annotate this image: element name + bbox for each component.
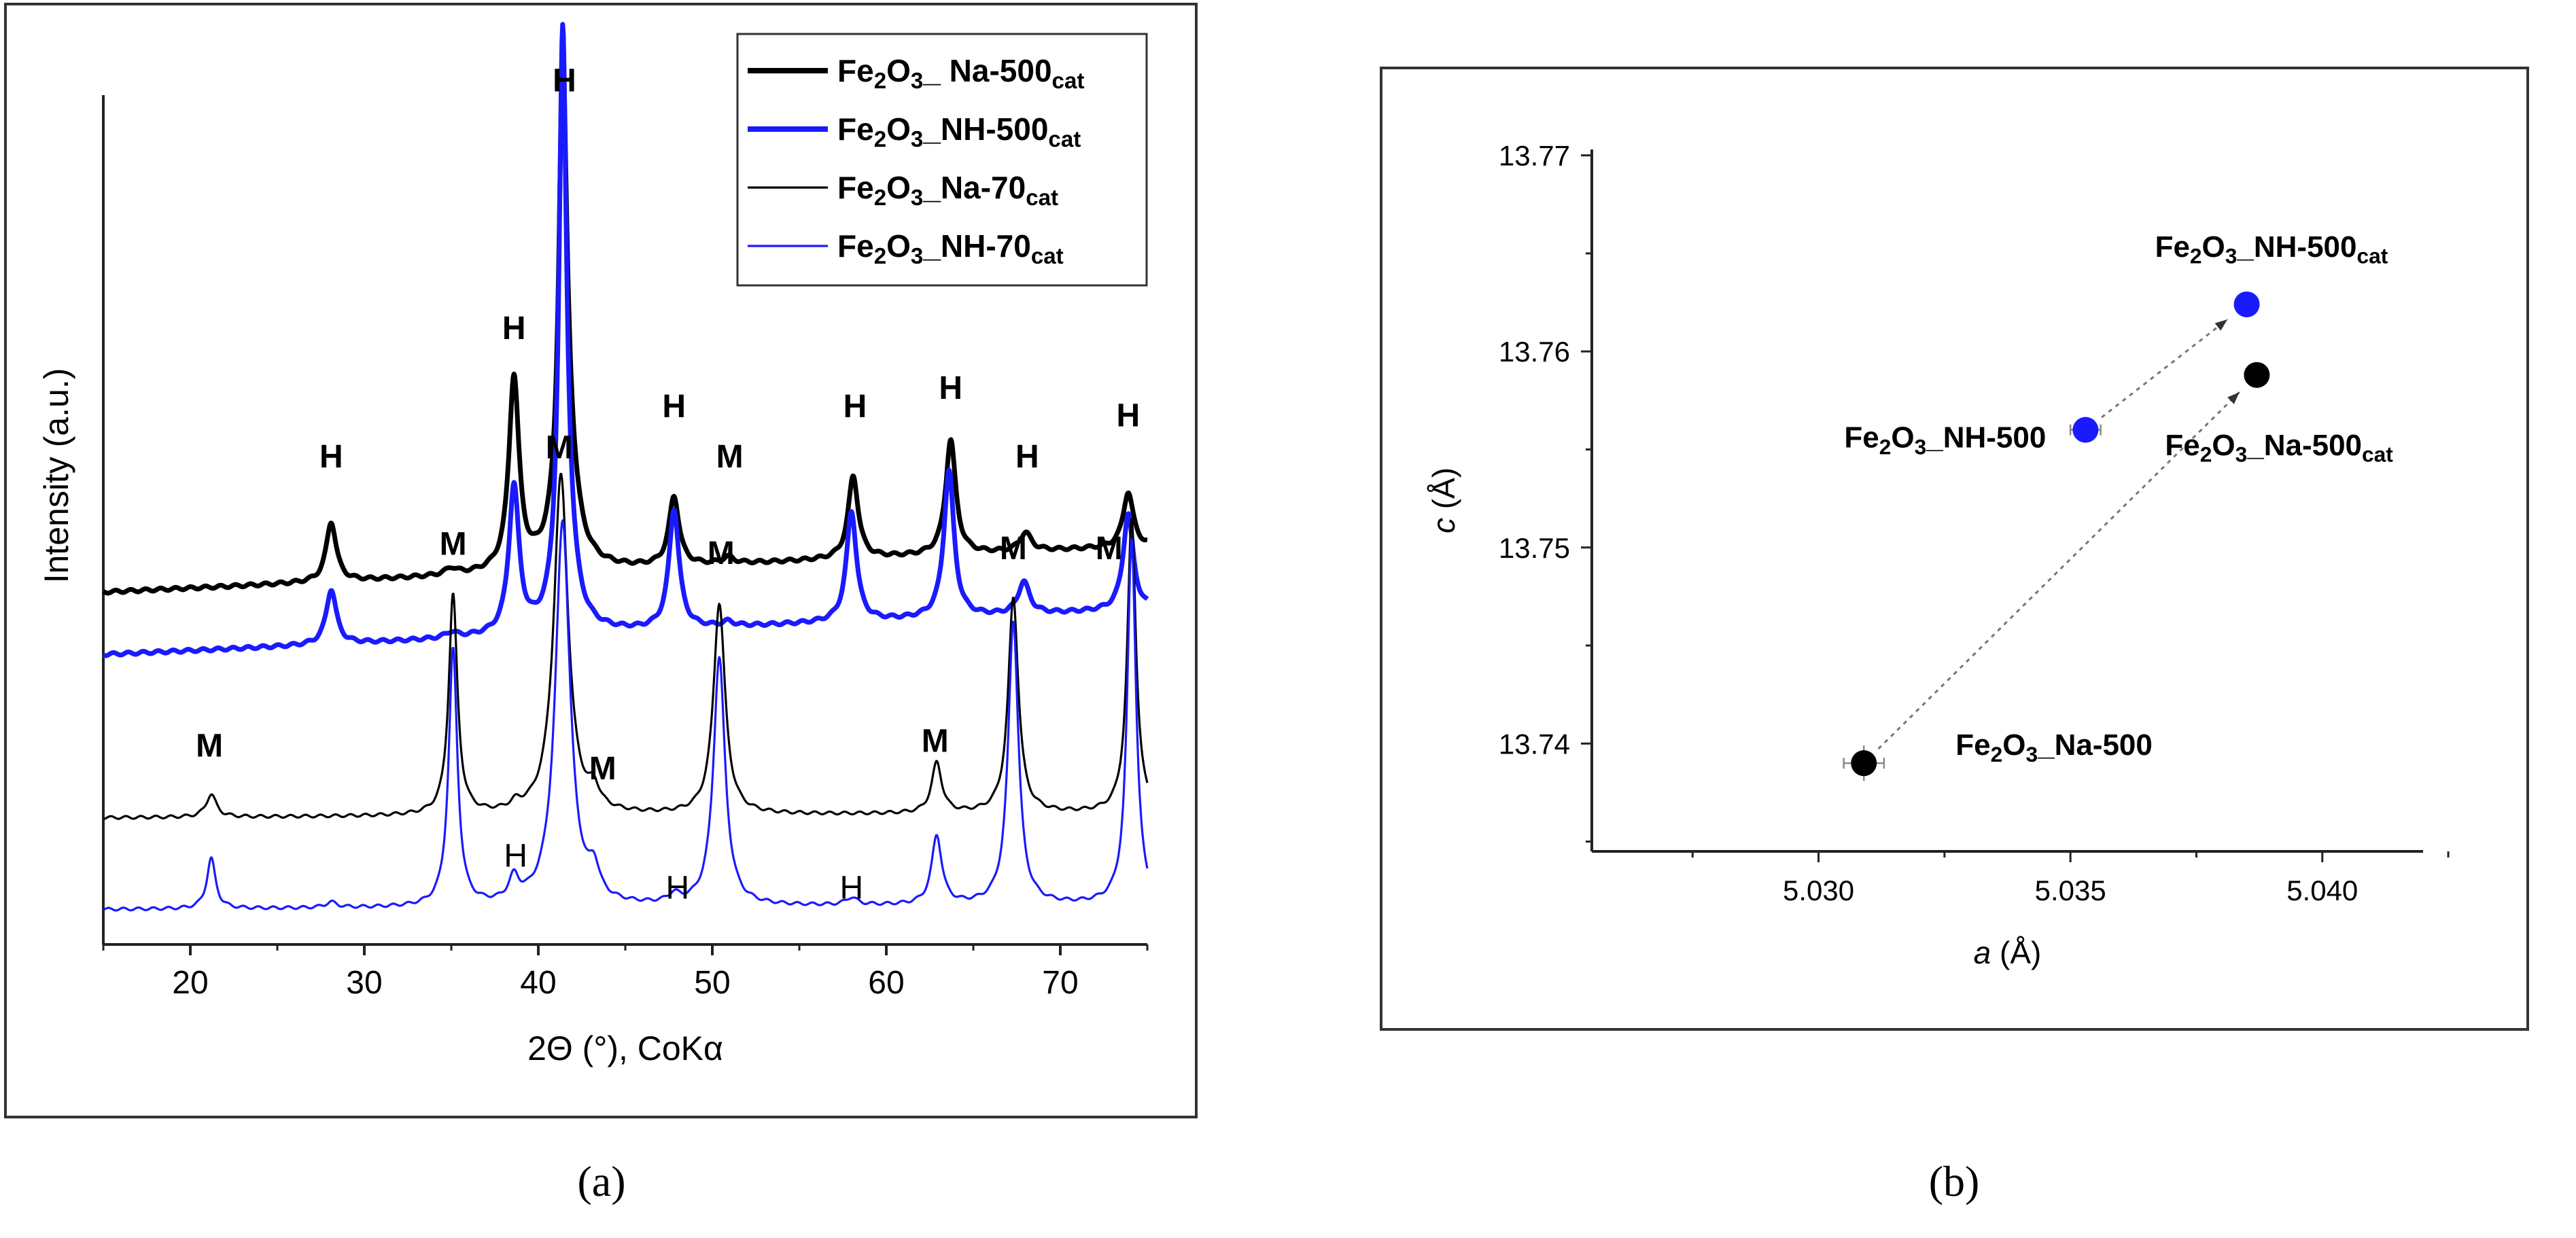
hematite-peak-label: H bbox=[665, 870, 689, 906]
hematite-peak-label: H bbox=[319, 439, 343, 475]
lattice-x-tick-label: 5.035 bbox=[2035, 874, 2106, 906]
lattice-point-label: Fe2O3_NH-500cat bbox=[2155, 230, 2388, 268]
lattice-plot-area: 5.030 5.035 5.040 13.74 13.75 13.76 13.77 Fe2O3… bbox=[1499, 140, 2450, 906]
magnetite-peak-label: M bbox=[922, 724, 949, 760]
lattice-y-tick-label: 13.76 bbox=[1499, 336, 1570, 368]
magnetite-peak-label: M bbox=[1000, 531, 1027, 567]
xrd-x-axis-label: 2Θ (°), CoKα bbox=[527, 1029, 723, 1067]
magnetite-peak-label: M bbox=[440, 526, 467, 562]
magnetite-peak-label: M bbox=[589, 751, 616, 787]
lattice-data-point bbox=[2244, 361, 2270, 388]
lattice-guide-arrowhead bbox=[2227, 392, 2240, 404]
lattice-y-axis-label: c (Å) bbox=[1426, 467, 1461, 533]
hematite-peak-label: H bbox=[1015, 439, 1039, 475]
hematite-peak-label: H bbox=[502, 311, 526, 347]
lattice-point-label: Fe2O3_Na-500 bbox=[1955, 728, 2153, 766]
xrd-series-4 bbox=[103, 519, 1149, 912]
lattice-y-tick-label: 13.75 bbox=[1499, 532, 1570, 564]
xrd-legend-entry: Fe2O3_NH-70cat bbox=[837, 228, 1064, 269]
lattice-data-point bbox=[2233, 291, 2260, 317]
magnetite-peak-label: M bbox=[1096, 531, 1123, 567]
lattice-x-tick-label: 5.040 bbox=[2286, 874, 2358, 906]
hematite-peak-label: H bbox=[843, 389, 867, 425]
xrd-x-tick-label: 30 bbox=[346, 965, 382, 1001]
lattice-x-tick-label: 5.030 bbox=[1783, 874, 1854, 906]
lattice-point-label: Fe2O3_Na-500cat bbox=[2165, 429, 2393, 467]
hematite-peak-label: H bbox=[662, 389, 686, 425]
lattice-y-tick-label: 13.77 bbox=[1499, 140, 1570, 172]
hematite-peak-label: H bbox=[839, 870, 863, 906]
xrd-x-tick-label: 50 bbox=[694, 965, 730, 1001]
xrd-legend-entry: Fe2O3_Na-70cat bbox=[837, 170, 1058, 211]
panel-a-frame bbox=[4, 3, 1198, 1118]
panel-b: 5.030 5.035 5.040 13.74 13.75 13.76 13.77 Fe2O3… bbox=[1380, 67, 2529, 1031]
xrd-x-tick-label: 40 bbox=[520, 965, 556, 1001]
xrd-legend-entry: Fe2O3_NH-500cat bbox=[837, 111, 1081, 152]
magnetite-peak-label: M bbox=[716, 439, 744, 475]
xrd-x-tick-label: 70 bbox=[1042, 965, 1078, 1001]
hematite-peak-label: H bbox=[1117, 397, 1141, 434]
panel-a-caption: (a) bbox=[577, 1157, 625, 1205]
xrd-series-1 bbox=[101, 47, 1149, 596]
lattice-guide-arrowhead bbox=[2214, 319, 2228, 331]
lattice-point-label: Fe2O3_NH-500 bbox=[1844, 421, 2046, 459]
xrd-series-3 bbox=[103, 472, 1149, 820]
xrd-x-tick-label: 60 bbox=[868, 965, 904, 1001]
xrd-legend: Fe2O3_ Na-500cat Fe2O3_NH-500cat Fe2O3_Na-… bbox=[736, 33, 1148, 287]
magnetite-peak-label: M bbox=[546, 430, 573, 466]
xrd-y-axis-label: Intensity (a.u.) bbox=[37, 368, 75, 584]
magnetite-peak-label: M bbox=[708, 535, 735, 571]
lattice-data-point bbox=[1851, 750, 1877, 777]
hematite-peak-label: H bbox=[553, 63, 576, 99]
lattice-guide-line bbox=[2101, 318, 2229, 419]
hematite-peak-label: H bbox=[939, 370, 962, 406]
lattice-data-point bbox=[2072, 417, 2099, 443]
lattice-x-axis-label: a (Å) bbox=[1974, 935, 2042, 970]
lattice-y-tick-label: 13.74 bbox=[1499, 728, 1570, 760]
xrd-legend-entry: Fe2O3_ Na-500cat bbox=[837, 53, 1084, 94]
xrd-series-2 bbox=[101, 22, 1149, 658]
xrd-legend-box bbox=[736, 33, 1148, 287]
magnetite-peak-label: M bbox=[196, 728, 223, 764]
panel-b-frame bbox=[1380, 67, 2529, 1031]
xrd-x-tick-label: 20 bbox=[172, 965, 208, 1001]
panel-b-caption: (b) bbox=[1929, 1157, 1980, 1205]
hematite-peak-label: H bbox=[504, 838, 527, 874]
